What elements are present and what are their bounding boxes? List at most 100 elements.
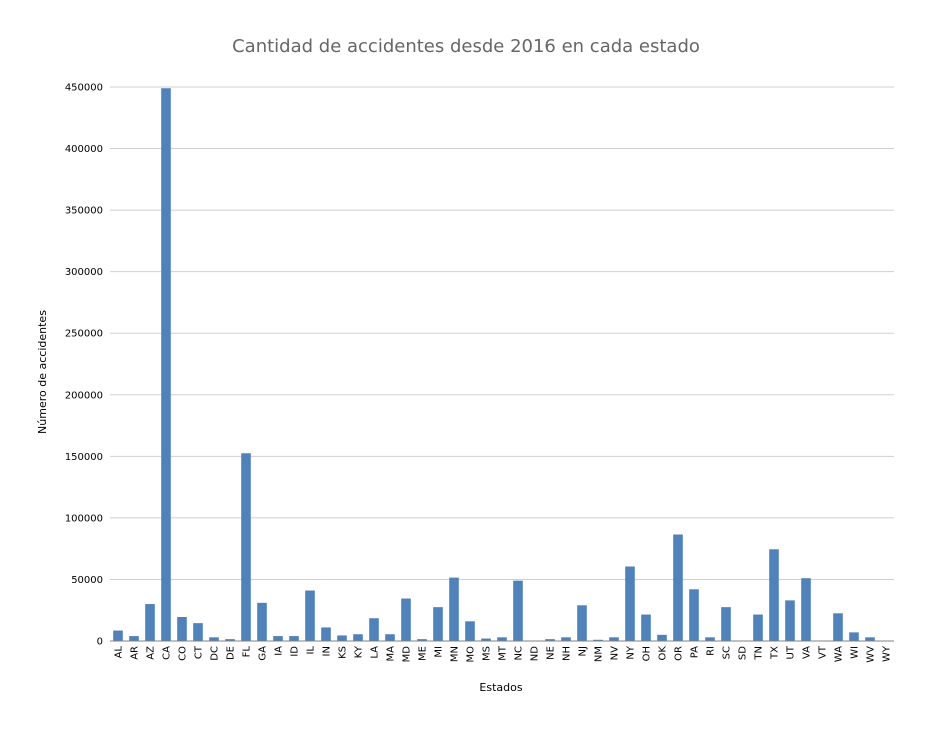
x-tick-label: CT [194,645,205,659]
chart-title: Cantidad de accidentes desde 2016 en cad… [232,36,700,57]
y-tick-label: 400000 [65,144,103,155]
bar-mt [497,637,507,641]
bar-dc [209,637,219,641]
x-tick-label: MA [386,646,397,662]
x-tick-label: OR [674,646,685,661]
x-tick-label: IA [274,646,285,656]
x-tick-label: MI [434,646,445,658]
x-tick-label: GA [258,646,269,661]
bar-ky [353,634,363,641]
x-tick-label: MO [466,646,477,663]
bar-ga [257,602,267,641]
y-tick-label: 50000 [71,575,103,586]
bar-md [401,598,411,641]
bar-az [145,604,155,641]
bar-al [113,630,123,641]
y-tick-label: 250000 [65,329,103,340]
bar-pa [689,589,699,641]
x-tick-label: DE [226,646,237,660]
bar-ma [385,634,395,641]
x-tick-label: VA [802,646,813,659]
bar-ms [481,638,491,641]
bar-ia [273,636,283,641]
bar-ks [337,635,347,641]
x-tick-label: ID [290,646,301,657]
y-tick-label: 150000 [65,452,103,463]
bar-me [417,639,427,641]
bar-mi [433,607,443,641]
x-tick-label: DC [210,646,221,661]
bar-ar [129,636,139,641]
x-tick-label: NY [626,645,637,659]
x-tick-label: SC [722,646,733,659]
x-tick-label: MD [402,646,413,663]
y-tick-label: 350000 [65,206,103,217]
bar-ok [657,634,667,641]
bar-ri [705,637,715,641]
bar-or [673,534,683,641]
x-tick-label: WA [834,646,845,662]
bar-la [369,618,379,641]
x-tick-label: NH [562,646,573,661]
x-tick-label: NM [594,646,605,662]
y-tick-label: 0 [97,637,103,648]
x-tick-label: MT [498,645,509,661]
x-tick-label: NJ [578,646,589,656]
x-tick-label: WY [882,645,893,662]
bar-wa [833,613,843,641]
bar-wv [865,637,875,641]
bar-id [289,636,299,641]
x-tick-label: TN [754,646,765,661]
bar-wi [849,632,859,641]
x-tick-label: VT [818,645,829,659]
x-tick-label: CO [178,646,189,661]
bar-ct [193,623,203,641]
bar-il [305,590,315,641]
y-axis-tick-labels: 0 50000 100000 150000 200000 250000 300000 3500… [65,83,103,648]
bar-sc [721,607,731,641]
x-tick-label: AL [114,646,125,659]
x-tick-label: LA [370,646,381,659]
bar-mo [465,621,475,641]
bar-oh [641,614,651,641]
bar-ut [785,600,795,641]
bar-tn [753,614,763,641]
bar-co [177,616,187,641]
grid-lines [110,86,894,580]
x-tick-label: PA [690,646,701,658]
bar-ny [625,566,635,641]
x-tick-label: IN [322,646,333,656]
bar-de [225,639,235,641]
bar-nc [513,580,523,641]
x-tick-label: RI [706,646,717,656]
x-tick-label: ME [418,646,429,661]
y-tick-label: 450000 [65,83,103,94]
x-tick-label: OH [642,646,653,661]
x-tick-label: OK [658,646,669,661]
x-tick-label: NE [546,646,557,660]
x-tick-label: NC [514,646,525,660]
y-tick-label: 200000 [65,390,103,401]
bar-ne [545,639,555,641]
x-axis-title: Estados [479,681,522,694]
y-tick-label: 100000 [65,513,103,524]
x-tick-label: IL [306,646,317,655]
bar-va [801,578,811,641]
x-tick-label: SD [738,646,749,660]
x-tick-label: CA [162,646,173,660]
y-axis-title: Número de accidentes [36,310,49,434]
bar-in [321,627,331,641]
bar-ca [161,88,171,642]
x-tick-label: ND [530,646,541,661]
x-tick-label: WV [866,646,877,663]
x-tick-label: WI [850,646,861,659]
x-tick-label: KS [338,646,349,659]
x-tick-label: AZ [146,646,157,660]
x-tick-label: UT [786,645,797,659]
x-tick-label: AR [130,646,141,660]
bar-nh [561,637,571,641]
bar-mn [449,577,459,641]
bar-nj [577,605,587,641]
